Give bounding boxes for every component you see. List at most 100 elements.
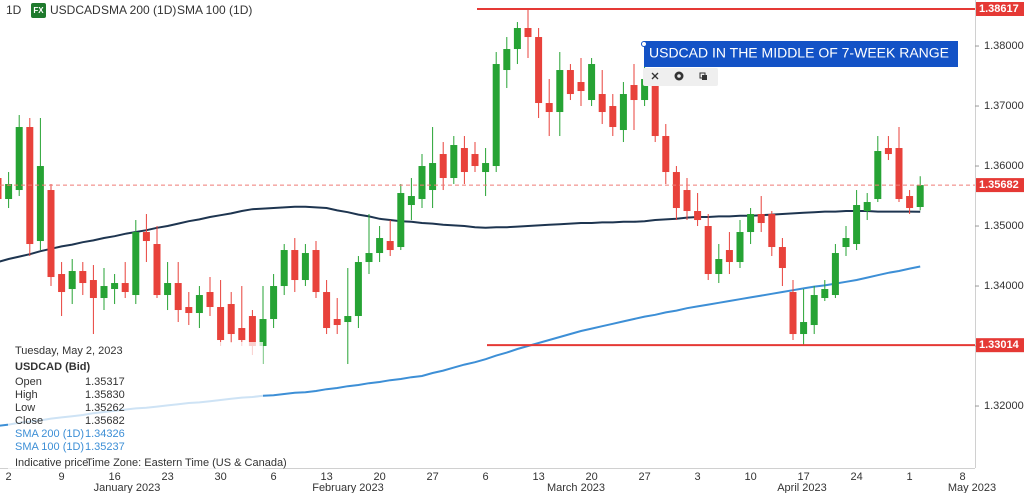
- info-label: High: [15, 389, 38, 401]
- y-tick-label: 1.38000: [984, 40, 1024, 52]
- candle-body: [577, 82, 585, 92]
- symbol[interactable]: USDCAD: [50, 3, 101, 17]
- candle-body: [545, 103, 553, 113]
- settings-icon[interactable]: [674, 71, 684, 81]
- annotation-box[interactable]: [644, 41, 958, 67]
- x-tick-label: 17: [797, 471, 809, 483]
- candle-body: [259, 319, 267, 347]
- candle-body: [68, 271, 76, 290]
- price-tag-bg: [976, 2, 1024, 16]
- info-footer: Indicative price: [15, 457, 88, 469]
- header-bg: [0, 0, 250, 22]
- candle-body: [768, 214, 776, 248]
- candle-body: [492, 64, 500, 167]
- info-label: Low: [15, 402, 35, 414]
- candle-body: [916, 185, 924, 207]
- candle-body: [757, 214, 765, 224]
- candle-body: [715, 259, 723, 275]
- candle-body: [217, 307, 225, 341]
- candle-body: [344, 316, 352, 323]
- month-label: April 2023: [777, 482, 827, 493]
- candle-body: [291, 250, 299, 281]
- y-tick-label: 1.36000: [984, 160, 1024, 172]
- candle-body: [853, 205, 861, 245]
- close-icon[interactable]: [651, 72, 659, 80]
- price-tag-bg: [976, 338, 1024, 353]
- legend-entry[interactable]: SMA 200 (1D): [101, 3, 176, 17]
- candle-body: [482, 163, 490, 173]
- price-tag-bg: [976, 178, 1024, 193]
- candle-body: [831, 253, 839, 296]
- annotation-anchor: [641, 41, 647, 47]
- info-panel-bg: [8, 342, 263, 470]
- x-tick-label: 13: [532, 471, 544, 483]
- sma-line: [0, 205, 921, 263]
- candle-body: [895, 148, 903, 200]
- candle-body: [312, 250, 320, 293]
- candle-body: [0, 178, 2, 200]
- candle-body: [598, 94, 606, 113]
- legend-entry[interactable]: SMA 100 (1D): [177, 3, 252, 17]
- candle-body: [694, 211, 702, 221]
- info-value: 1.35262: [85, 402, 125, 414]
- candle-body: [376, 238, 384, 254]
- info-label: SMA 200 (1D): [15, 428, 84, 440]
- candle-body: [641, 79, 649, 101]
- x-tick-label: 24: [850, 471, 862, 483]
- info-value: 1.34326: [85, 428, 125, 440]
- info-date: Tuesday, May 2, 2023: [15, 345, 123, 357]
- candle-body: [503, 49, 511, 71]
- info-label: SMA 100 (1D): [15, 441, 84, 453]
- candle-body: [333, 319, 341, 326]
- candle-body: [683, 190, 691, 212]
- candle-body: [810, 295, 818, 326]
- candle-body: [323, 292, 331, 329]
- candle-body: [429, 163, 437, 191]
- candle-body: [789, 292, 797, 335]
- info-value: 1.35237: [85, 441, 125, 453]
- candle-body: [662, 136, 670, 173]
- x-tick-label: 23: [161, 471, 173, 483]
- candle-body: [588, 64, 596, 101]
- info-value: 1.35317: [85, 376, 125, 388]
- y-tick-label: 1.32000: [984, 400, 1024, 412]
- x-tick-label: 2: [6, 471, 12, 483]
- candle-body: [5, 184, 13, 200]
- x-tick-label: 30: [214, 471, 226, 483]
- interval[interactable]: 1D: [6, 3, 22, 17]
- candle-body: [121, 283, 129, 293]
- candle-body: [227, 304, 235, 335]
- info-footer: Time Zone: Eastern Time (US & Canada): [86, 457, 287, 469]
- candle-body: [672, 172, 680, 209]
- candle-body: [174, 283, 182, 311]
- candle-body: [471, 154, 479, 167]
- clone-icon[interactable]: [699, 72, 707, 80]
- candle-body: [89, 280, 97, 299]
- candle-body: [206, 292, 214, 308]
- overlay: 1D FX USDCAD SMA 200 (1D) SMA 100 (1D) U…: [0, 0, 958, 470]
- x-tick-label: 20: [373, 471, 385, 483]
- candle-body: [418, 166, 426, 200]
- candle-body: [566, 70, 574, 95]
- candle-body: [79, 271, 87, 284]
- fx-badge-bg: [31, 3, 46, 18]
- candle-body: [725, 250, 733, 263]
- candle-body: [736, 232, 744, 263]
- price-tag: 1.33014: [979, 339, 1020, 351]
- price-tag: 1.38617: [979, 3, 1019, 15]
- candle-body: [842, 238, 850, 248]
- annotation: USDCAD IN THE MIDDLE OF 7-WEEK RANGE: [649, 45, 949, 61]
- candle-body: [280, 250, 288, 287]
- month-label: February 2023: [312, 482, 384, 493]
- candle-body: [884, 148, 892, 155]
- candle-body: [142, 232, 150, 242]
- info-title: USDCAD (Bid): [15, 361, 90, 373]
- month-label: May 2023: [948, 482, 996, 493]
- candle-body: [863, 202, 871, 212]
- candle-body: [535, 37, 543, 104]
- candle-body: [747, 214, 755, 233]
- x-tick-label: 9: [59, 471, 65, 483]
- x-tick-label: 27: [638, 471, 650, 483]
- candle-body: [906, 196, 914, 209]
- candle-body: [778, 247, 786, 269]
